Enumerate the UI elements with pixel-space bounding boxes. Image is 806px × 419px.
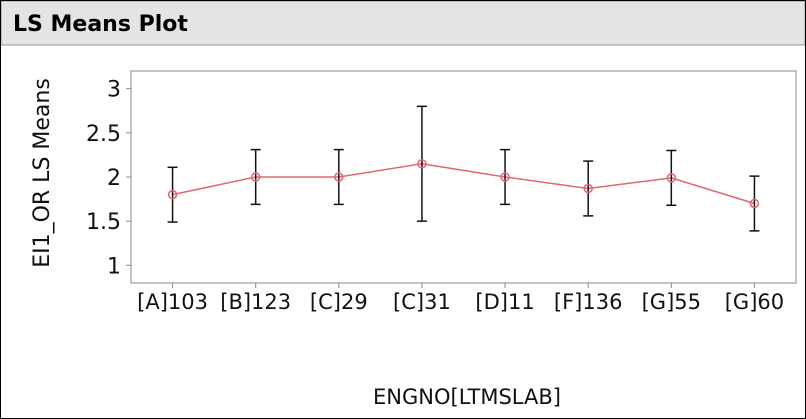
mean-marker: [334, 172, 344, 182]
error-bar: [167, 166, 178, 223]
mean-marker: [250, 172, 261, 182]
series-line: [172, 162, 755, 205]
error-bar: [500, 148, 511, 206]
x-tick-label: [C]31: [393, 290, 451, 314]
y-tick-label: 3: [107, 78, 121, 103]
error-bar: [250, 148, 261, 206]
mean-marker: [666, 173, 677, 183]
x-tick-label: [D]11: [475, 290, 535, 314]
x-tick-label: [B]123: [220, 290, 292, 314]
y-tick-label: 2.5: [86, 122, 121, 147]
x-tick-label: [G]55: [641, 290, 701, 314]
error-bar: [416, 105, 427, 222]
mean-marker: [500, 172, 510, 182]
x-tick-label: [F]136: [553, 290, 623, 314]
plot-frame: [130, 70, 797, 284]
x-tick-label: [C]29: [309, 290, 368, 314]
chart-title: LS Means Plot: [13, 12, 188, 37]
x-axis-label: ENGNO[LTMSLAB]: [373, 385, 561, 409]
y-tick-label: 1.5: [86, 210, 121, 235]
y-tick-label: 2: [107, 166, 121, 191]
title-bar: [1, 1, 805, 46]
x-tick-label: [A]103: [137, 290, 208, 314]
error-bar: [583, 160, 594, 217]
mean-marker: [417, 159, 427, 169]
error-bar: [749, 175, 760, 232]
y-axis-label: EI1_OR LS Means: [30, 78, 55, 268]
x-tick-label: [G]60: [724, 290, 785, 314]
error-bar: [666, 149, 677, 207]
error-bar: [333, 148, 344, 206]
mean-marker: [749, 198, 760, 209]
mean-marker: [167, 189, 178, 200]
y-tick-label: 1: [107, 254, 121, 279]
mean-marker: [583, 183, 593, 194]
